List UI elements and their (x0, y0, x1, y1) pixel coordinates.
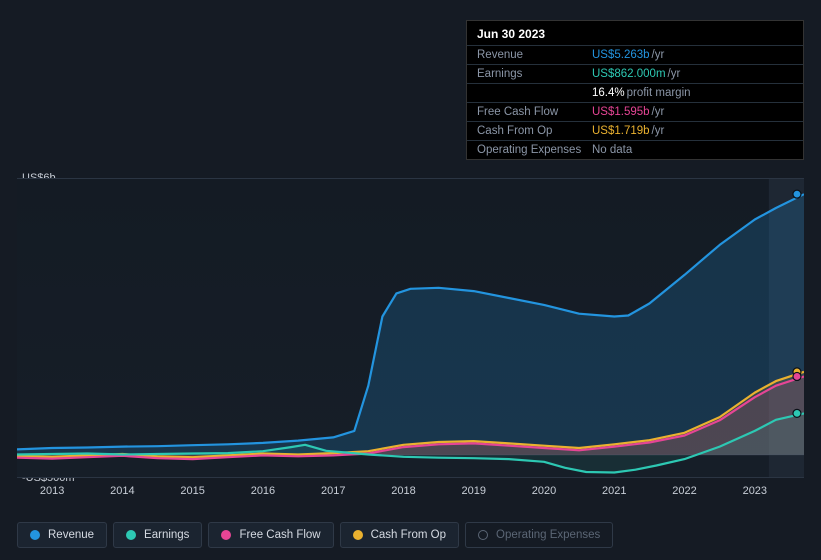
timeseries-chart[interactable] (17, 178, 804, 478)
x-axis: 2013 2014 2015 2016 2017 2018 2019 2020 2021 2022… (17, 481, 804, 501)
tooltip-row-value: US$5.263b (592, 49, 650, 61)
legend-item-opex[interactable]: Operating Expenses (465, 522, 613, 548)
series-marker-earnings (793, 409, 801, 417)
legend-label: Cash From Op (371, 529, 446, 541)
tooltip-row-value: US$1.719b (592, 125, 650, 137)
tooltip-row: Operating ExpensesNo data (467, 140, 803, 159)
tooltip-row-unit: /yr (652, 106, 665, 118)
tooltip-row: Free Cash FlowUS$1.595b /yr (467, 102, 803, 121)
tooltip-row-label: Free Cash Flow (477, 106, 592, 118)
x-axis-label: 2020 (532, 485, 556, 497)
x-axis-label: 2017 (321, 485, 345, 497)
x-axis-label: 2013 (40, 485, 64, 497)
x-axis-label: 2016 (251, 485, 275, 497)
x-axis-label: 2015 (180, 485, 204, 497)
legend-label: Free Cash Flow (239, 529, 320, 541)
tooltip-row: EarningsUS$862.000m /yr (467, 64, 803, 83)
tooltip-row-value: 16.4% (592, 87, 625, 99)
tooltip-row-label: Operating Expenses (477, 144, 592, 156)
chart-legend: Revenue Earnings Free Cash Flow Cash From O… (17, 522, 613, 548)
x-axis-label: 2021 (602, 485, 626, 497)
legend-swatch (478, 530, 488, 540)
tooltip-date: Jun 30 2023 (467, 21, 803, 45)
tooltip-row-value: US$1.595b (592, 106, 650, 118)
legend-item-fcf[interactable]: Free Cash Flow (208, 522, 333, 548)
tooltip-row-label: Earnings (477, 68, 592, 80)
tooltip-row-unit: /yr (652, 125, 665, 137)
legend-item-cfo[interactable]: Cash From Op (340, 522, 459, 548)
x-axis-label: 2014 (110, 485, 134, 497)
tooltip-row: RevenueUS$5.263b /yr (467, 45, 803, 64)
tooltip-row-label: Revenue (477, 49, 592, 61)
x-axis-label: 2022 (672, 485, 696, 497)
chart-container: Jun 30 2023 RevenueUS$5.263b /yrEarnings… (0, 0, 821, 560)
legend-swatch (221, 530, 231, 540)
chart-tooltip: Jun 30 2023 RevenueUS$5.263b /yrEarnings… (466, 20, 804, 160)
x-axis-label: 2018 (391, 485, 415, 497)
tooltip-row-unit: profit margin (627, 87, 691, 99)
tooltip-row-unit: /yr (668, 68, 681, 80)
x-axis-label: 2023 (743, 485, 767, 497)
legend-item-earnings[interactable]: Earnings (113, 522, 202, 548)
legend-swatch (126, 530, 136, 540)
tooltip-row-label: Cash From Op (477, 125, 592, 137)
tooltip-row-label (477, 87, 592, 99)
legend-item-revenue[interactable]: Revenue (17, 522, 107, 548)
tooltip-row: Cash From OpUS$1.719b /yr (467, 121, 803, 140)
tooltip-row: 16.4% profit margin (467, 83, 803, 102)
series-marker-fcf (793, 372, 801, 380)
tooltip-row-value: US$862.000m (592, 68, 666, 80)
tooltip-row-value: No data (592, 144, 632, 156)
legend-swatch (353, 530, 363, 540)
legend-swatch (30, 530, 40, 540)
tooltip-row-unit: /yr (652, 49, 665, 61)
legend-label: Earnings (144, 529, 189, 541)
series-marker-revenue (793, 190, 801, 198)
legend-label: Operating Expenses (496, 529, 600, 541)
legend-label: Revenue (48, 529, 94, 541)
x-axis-label: 2019 (461, 485, 485, 497)
